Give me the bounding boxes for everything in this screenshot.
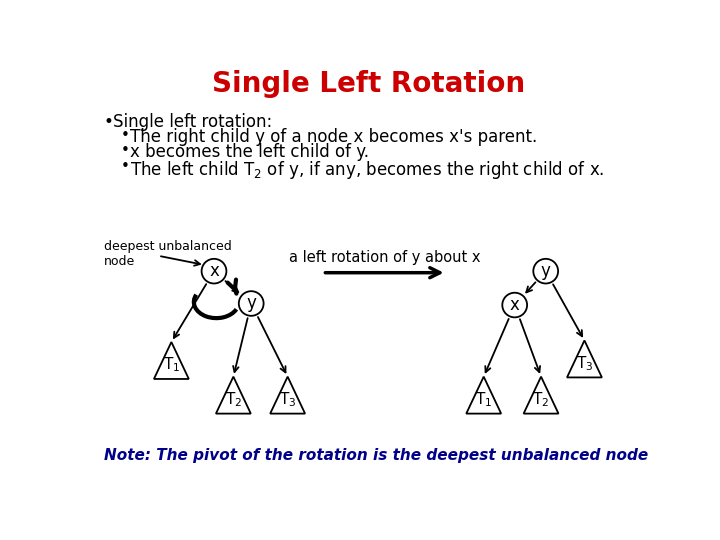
Text: The left child T$_2$ of y, if any, becomes the right child of x.: The left child T$_2$ of y, if any, becom…: [130, 159, 605, 181]
Text: •: •: [104, 112, 114, 131]
Text: T$_3$: T$_3$: [576, 354, 593, 373]
Text: T$_1$: T$_1$: [475, 390, 492, 409]
Text: T$_3$: T$_3$: [279, 390, 297, 409]
Text: T$_1$: T$_1$: [163, 355, 180, 374]
Text: The right child y of a node x becomes x's parent.: The right child y of a node x becomes x'…: [130, 128, 538, 146]
Text: Note: The pivot of the rotation is the deepest unbalanced node: Note: The pivot of the rotation is the d…: [104, 448, 648, 463]
Text: x becomes the left child of y.: x becomes the left child of y.: [130, 143, 369, 161]
Text: •: •: [121, 143, 130, 158]
Text: y: y: [541, 262, 551, 280]
Text: T$_2$: T$_2$: [225, 390, 242, 409]
Text: x: x: [510, 296, 520, 314]
Text: a left rotation of y about x: a left rotation of y about x: [289, 250, 480, 265]
Text: Single left rotation:: Single left rotation:: [113, 112, 272, 131]
Text: y: y: [246, 294, 256, 313]
Text: •: •: [121, 128, 130, 143]
Text: x: x: [209, 262, 219, 280]
Text: deepest unbalanced
node: deepest unbalanced node: [104, 240, 232, 268]
Text: Single Left Rotation: Single Left Rotation: [212, 70, 526, 98]
Text: T$_2$: T$_2$: [533, 390, 549, 409]
Text: •: •: [121, 159, 130, 174]
